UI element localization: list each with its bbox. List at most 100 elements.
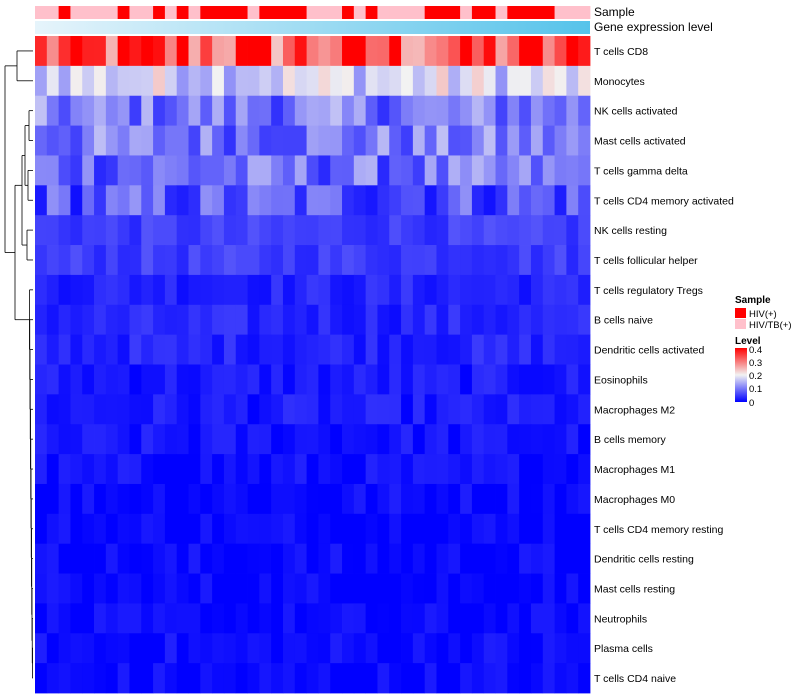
heatmap-cell: [578, 125, 591, 156]
heatmap-cell: [46, 364, 60, 395]
heatmap-cell: [519, 245, 532, 276]
heatmap-cell: [294, 364, 307, 395]
heatmap-cell: [318, 245, 331, 276]
heatmap-cell: [58, 334, 71, 365]
heatmap-cell: [507, 274, 520, 306]
row-label: T cells CD4 memory resting: [594, 524, 723, 536]
expression-annotation-track: [35, 21, 590, 34]
heatmap-cell: [282, 483, 296, 515]
heatmap-cell: [94, 633, 107, 664]
heatmap-cell: [212, 125, 225, 156]
heatmap-cell: [566, 274, 579, 306]
heatmap-cell: [401, 274, 414, 306]
heatmap-cell: [377, 185, 390, 216]
heatmap-cell: [436, 95, 449, 126]
heatmap-cell: [259, 274, 272, 306]
heatmap-cell: [554, 424, 567, 455]
sample-cell: [460, 6, 473, 19]
heatmap-cell: [460, 304, 473, 336]
heatmap-cell: [176, 543, 189, 574]
heatmap-cell: [353, 185, 367, 216]
heatmap-cell: [35, 663, 48, 694]
heatmap-cell: [200, 454, 213, 485]
legend: Sample HIV(+) HIV/TB(+) Level 0.4 0.3 0.…: [735, 295, 792, 409]
heatmap-cell: [188, 274, 201, 306]
sample-cell: [188, 6, 201, 19]
heatmap-cell: [495, 155, 508, 186]
heatmap-cell: [342, 65, 355, 97]
sample-cell: [401, 6, 414, 19]
heatmap-cell: [282, 65, 296, 97]
sample-cell: [176, 6, 189, 19]
heatmap-cell: [401, 125, 414, 156]
heatmap-cell: [342, 334, 355, 365]
heatmap-cell: [377, 334, 390, 365]
heatmap-cell: [471, 65, 485, 97]
heatmap-cell: [306, 364, 319, 395]
heatmap-cell: [70, 603, 83, 634]
heatmap-cell: [566, 603, 579, 634]
heatmap-cell: [117, 274, 130, 306]
sample-cell: [94, 6, 107, 19]
heatmap-cell: [223, 304, 237, 336]
heatmap-cell: [58, 543, 71, 574]
heatmap-cell: [58, 663, 71, 694]
heatmap-cell: [294, 36, 307, 67]
heatmap-cell: [365, 483, 378, 515]
heatmap-cell: [70, 663, 83, 694]
heatmap-cell: [235, 663, 248, 694]
sample-cell: [141, 6, 154, 19]
heatmap-cell: [436, 36, 449, 67]
heatmap-cell: [294, 424, 307, 455]
heatmap-cell: [164, 215, 178, 246]
heatmap-cell: [282, 513, 296, 545]
sample-cell: [436, 6, 449, 19]
heatmap-cell: [530, 36, 544, 67]
heatmap-cell: [105, 65, 119, 97]
heatmap-cell: [141, 483, 154, 515]
heatmap-cell: [401, 513, 414, 545]
heatmap-cell: [235, 65, 248, 97]
heatmap-cell: [424, 603, 437, 634]
heatmap-cell: [530, 364, 544, 395]
legend-hiv-swatch: [735, 308, 746, 318]
heatmap-cell: [471, 483, 485, 515]
heatmap-cell: [188, 454, 201, 485]
heatmap-cell: [578, 65, 591, 97]
heatmap-cell: [306, 245, 319, 276]
heatmap-cell: [117, 95, 130, 126]
heatmap-cell: [129, 364, 142, 395]
heatmap-cell: [105, 573, 119, 604]
sample-cell: [318, 6, 331, 19]
heatmap-cell: [58, 274, 71, 306]
heatmap-cell: [483, 334, 496, 365]
heatmap-cell: [519, 394, 532, 425]
heatmap-cell: [188, 633, 201, 664]
heatmap-cell: [578, 483, 591, 515]
heatmap-cell: [377, 424, 390, 455]
heatmap-cell: [82, 603, 95, 634]
heatmap-cell: [82, 633, 95, 664]
heatmap-cell: [460, 65, 473, 97]
heatmap-cell: [247, 36, 260, 67]
heatmap-cell: [141, 95, 154, 126]
sample-cell: [353, 6, 367, 19]
sample-cell: [519, 6, 532, 19]
heatmap-cell: [507, 454, 520, 485]
heatmap-cell: [164, 65, 178, 97]
heatmap-cell: [223, 513, 237, 545]
heatmap-cell: [176, 334, 189, 365]
heatmap-cell: [46, 95, 60, 126]
heatmap-cell: [46, 454, 60, 485]
heatmap-cell: [223, 95, 237, 126]
heatmap-cell: [259, 95, 272, 126]
heatmap-cell: [200, 36, 213, 67]
heatmap-cell: [259, 633, 272, 664]
heatmap-cell: [235, 543, 248, 574]
heatmap-cell: [200, 155, 213, 186]
heatmap-cell: [471, 304, 485, 336]
heatmap-cell: [129, 155, 142, 186]
heatmap-cell: [141, 215, 154, 246]
heatmap-cell: [460, 573, 473, 604]
heatmap-cell: [318, 394, 331, 425]
